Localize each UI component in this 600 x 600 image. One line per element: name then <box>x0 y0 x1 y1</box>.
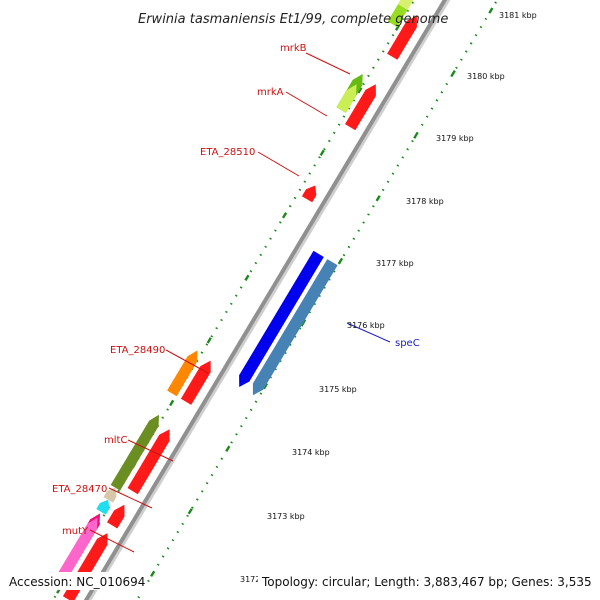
gene-label-mrkB[interactable]: mrkB <box>280 43 307 54</box>
major-tick <box>357 87 363 94</box>
leader-mrkA <box>285 91 328 117</box>
accession-text: Accession: NC_010694 <box>9 575 145 589</box>
tick-label: 3173 kbp <box>267 512 305 521</box>
gene-label-mrkA[interactable]: mrkA <box>257 87 284 98</box>
gene-feature[interactable] <box>345 84 376 131</box>
label-leaders <box>89 52 391 553</box>
gene-label-speC[interactable]: speC <box>395 338 420 349</box>
major-tick <box>206 337 212 344</box>
major-tick <box>488 7 494 14</box>
gene-label-mutY[interactable]: mutY <box>62 526 89 537</box>
major-tick <box>244 274 250 282</box>
gene-feature[interactable] <box>398 0 421 10</box>
major-tick <box>394 24 401 31</box>
major-tick <box>450 69 456 77</box>
tick-label: 3181 kbp <box>499 11 537 20</box>
gene-feature[interactable] <box>336 84 357 113</box>
tick-label: 3179 kbp <box>436 134 474 143</box>
tick-label: 3177 kbp <box>376 259 414 268</box>
gene-feature[interactable] <box>239 250 324 387</box>
tick-label: 3176 kbp <box>347 321 385 330</box>
tick-label: 3174 kbp <box>292 448 330 457</box>
major-tick <box>262 382 269 390</box>
gene-feature[interactable] <box>51 517 98 590</box>
major-tick <box>413 132 419 139</box>
leader-mltC <box>127 439 174 462</box>
leader-speC <box>346 322 391 343</box>
gene-feature[interactable] <box>96 499 110 515</box>
gene-feature[interactable] <box>252 259 338 396</box>
gene-label-mltC[interactable]: mltC <box>104 435 127 446</box>
genome-backbone <box>83 0 448 600</box>
gene-feature[interactable] <box>107 504 125 529</box>
gene-feature[interactable] <box>180 360 211 405</box>
gene-features <box>51 0 421 600</box>
leader-ETA_28470 <box>108 487 153 509</box>
major-tick <box>187 508 193 515</box>
map-title: Erwinia tasmaniensis Et1/99, complete ge… <box>138 12 448 27</box>
tick-label: 3180 kbp <box>467 72 505 81</box>
leader-ETA_28490 <box>165 349 209 374</box>
topology-text: Topology: circular; Length: 3,883,467 bp… <box>261 575 592 589</box>
major-ticks-outer <box>150 7 494 578</box>
gene-feature[interactable] <box>167 350 198 397</box>
major-tick <box>300 320 306 327</box>
major-tick <box>375 195 381 202</box>
leader-ETA_28510 <box>257 151 300 177</box>
gene-feature[interactable] <box>110 414 159 491</box>
gene-feature[interactable] <box>103 487 117 503</box>
footer-bg-left <box>6 572 146 590</box>
leader-mutY <box>89 529 135 553</box>
major-tick <box>169 399 175 407</box>
major-tick <box>281 212 288 219</box>
major-tick <box>337 257 344 265</box>
gene-labels: mrkB mrkA ETA_28510 ETA_28490 mltC ETA_2… <box>52 43 420 537</box>
major-tick <box>225 445 231 452</box>
footer-bg-right <box>258 572 594 590</box>
gene-label-ETA_28490[interactable]: ETA_28490 <box>110 345 165 356</box>
leader-mrkB <box>305 52 351 75</box>
gene-label-ETA_28510[interactable]: ETA_28510 <box>200 147 255 158</box>
major-tick <box>150 570 156 578</box>
gene-feature[interactable] <box>127 429 170 495</box>
gene-label-ETA_28470[interactable]: ETA_28470 <box>52 484 107 495</box>
major-tick <box>319 149 325 157</box>
gene-feature[interactable] <box>387 15 417 60</box>
tick-label: 3178 kbp <box>406 197 444 206</box>
tick-label: 3175 kbp <box>319 385 357 394</box>
gene-feature[interactable] <box>301 185 317 203</box>
